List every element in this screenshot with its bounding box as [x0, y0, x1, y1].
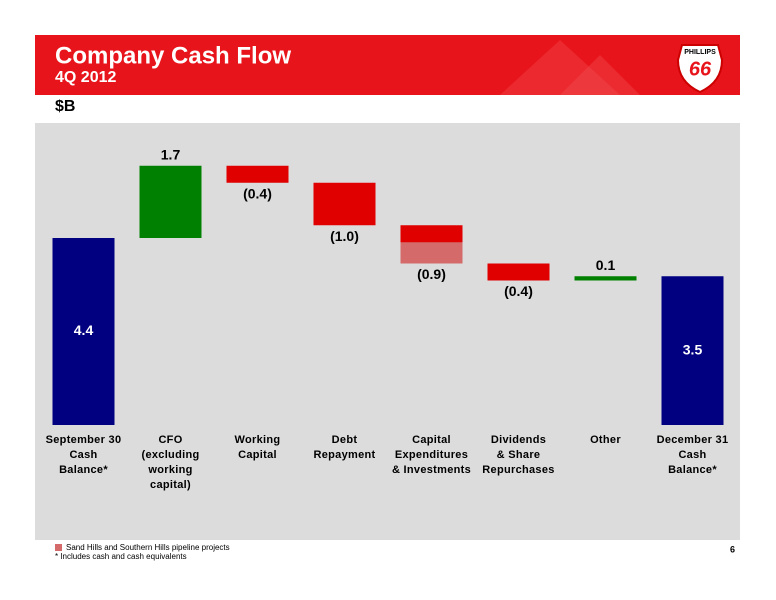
x-tick-label: Other — [590, 434, 621, 446]
bar — [661, 276, 724, 425]
highlight-bar — [400, 242, 463, 264]
value-label: 4.4 — [74, 322, 94, 338]
legend-swatch — [55, 544, 62, 551]
footnote: * Includes cash and cash equivalents — [55, 552, 187, 561]
x-tick-label: Balance* — [59, 464, 108, 476]
legend-label: Sand Hills and Southern Hills pipeline p… — [66, 543, 230, 552]
logo-number: 66 — [689, 58, 712, 80]
x-tick-label: Capital — [238, 449, 277, 461]
subtitle: 4Q 2012 — [55, 69, 116, 86]
logo-text: PHILLIPS — [684, 49, 716, 56]
unit-label: $B — [55, 98, 75, 115]
header-decoration — [560, 55, 640, 95]
bar — [226, 165, 289, 183]
x-tick-label: & Investments — [392, 464, 471, 476]
x-tick-label: Balance* — [668, 464, 717, 476]
x-tick-label: Capital — [412, 434, 451, 446]
x-tick-label: September 30 — [46, 434, 122, 446]
value-label: (1.0) — [330, 228, 359, 244]
page-number: 6 — [730, 544, 735, 554]
x-tick-label: Debt — [332, 434, 358, 446]
x-tick-label: & Share — [497, 449, 541, 461]
x-tick-label: Repayment — [314, 449, 376, 461]
x-tick-label: Cash — [69, 449, 97, 461]
x-tick-label: working — [147, 464, 192, 476]
header-decoration — [500, 40, 620, 95]
bar — [52, 238, 115, 425]
x-tick-label: Dividends — [491, 434, 546, 446]
x-tick-label: Expenditures — [395, 449, 468, 461]
x-tick-label: Cash — [678, 449, 706, 461]
value-label: (0.9) — [417, 266, 446, 282]
x-tick-label: December 31 — [657, 434, 729, 446]
x-tick-label: CFO — [158, 434, 182, 446]
value-label: 3.5 — [683, 341, 703, 357]
bar — [313, 182, 376, 226]
bar — [487, 263, 550, 281]
value-label: (0.4) — [243, 185, 272, 201]
bar — [574, 276, 637, 281]
value-label: 1.7 — [161, 146, 181, 162]
value-label: (0.4) — [504, 283, 533, 299]
title: Company Cash Flow — [55, 42, 291, 69]
x-tick-label: (excluding — [141, 449, 199, 461]
x-tick-label: Working — [235, 434, 281, 446]
x-tick-label: Repurchases — [482, 464, 554, 476]
logo: PHILLIPS 66 — [676, 44, 724, 94]
bar — [139, 165, 202, 238]
value-label: 0.1 — [596, 257, 616, 273]
x-tick-label: capital) — [150, 479, 191, 491]
